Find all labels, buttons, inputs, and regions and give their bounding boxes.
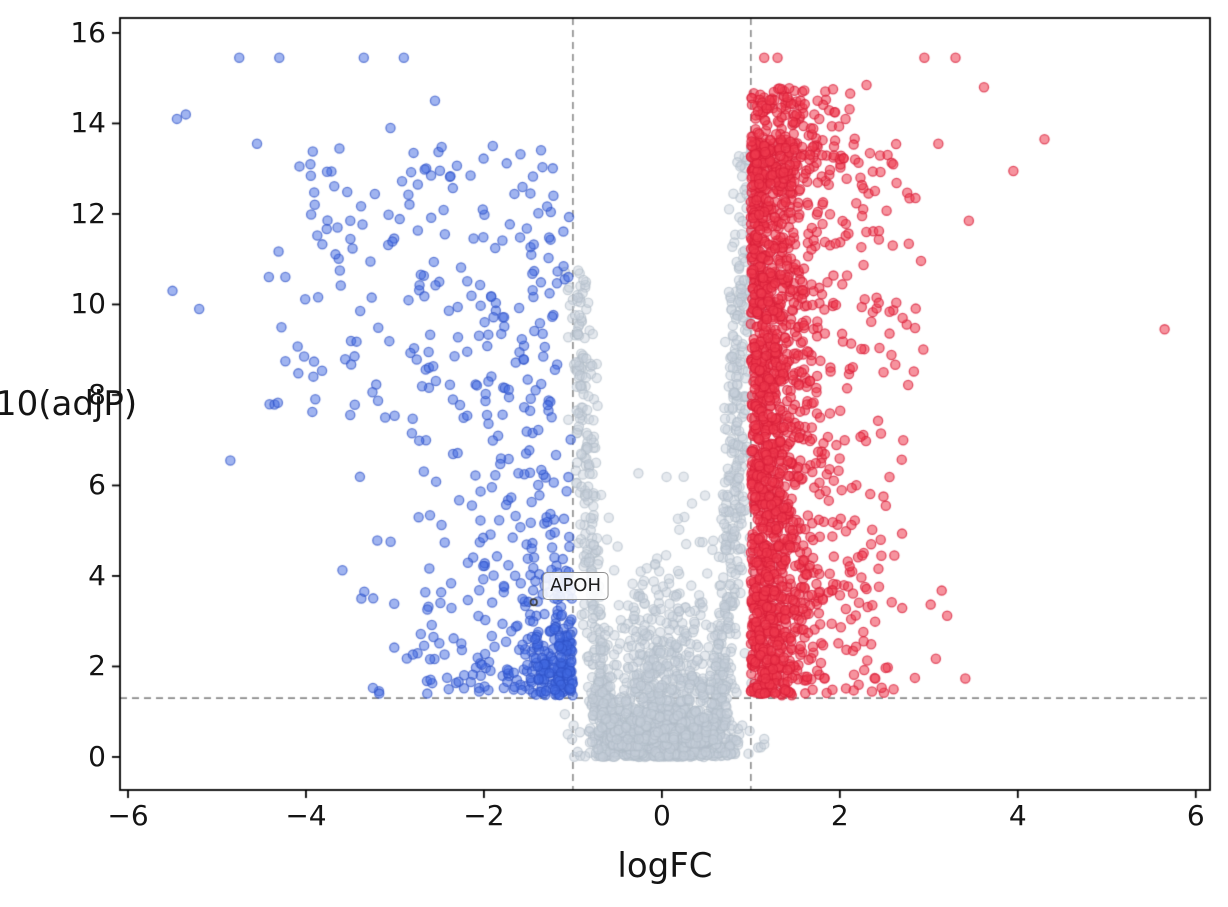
x-tick-label: 2 [830,799,849,832]
y-tick-label: 14 [70,106,106,140]
x-tick-label: 4 [1008,799,1027,832]
x-tick-label: −4 [285,799,327,832]
y-tick-label: 10 [70,287,106,321]
y-tick-label: 12 [70,196,106,230]
x-tick-label: 0 [652,799,671,832]
y-tick-label: 8 [88,377,106,411]
x-tick-label: 6 [1186,799,1205,832]
y-tick-label: 0 [88,739,106,773]
y-tick-label: 16 [70,15,106,49]
y-axis-label: -log10(adjP) [0,384,138,424]
x-tick-label: −2 [463,799,505,832]
x-tick-label: −6 [107,799,149,832]
gene-annotation-label: APOH [542,571,609,600]
x-axis-label: logFC [617,846,713,886]
y-tick-label: 6 [88,468,106,502]
y-tick-label: 2 [88,649,106,683]
y-tick-label: 4 [88,558,106,592]
